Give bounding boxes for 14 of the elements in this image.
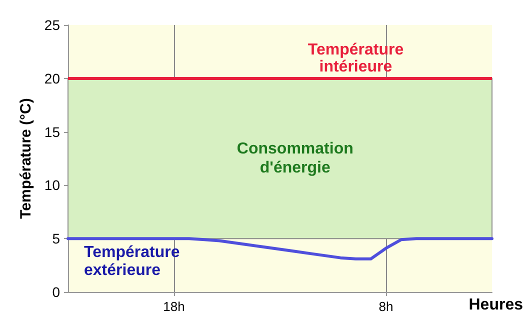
y-tick-label: 15	[44, 124, 60, 140]
ref-line-label: Température intérieure	[308, 41, 404, 76]
x-tick-label: 18h	[163, 299, 185, 314]
x-tick-label: 8h	[378, 299, 394, 314]
line-series	[66, 237, 494, 260]
band-label: Consommation d'énergie	[236, 140, 354, 176]
y-tick-label: 20	[44, 70, 60, 86]
x-axis-title: Heures	[468, 296, 524, 314]
y-tick-label: 5	[52, 230, 60, 247]
y-tick-label: 25	[44, 17, 60, 33]
y-tick-label: 0	[52, 284, 60, 300]
y-axis-title: Température (°C)	[18, 98, 35, 219]
y-tick-label: 10	[44, 177, 60, 194]
series-label: Température extérieure	[84, 244, 180, 280]
